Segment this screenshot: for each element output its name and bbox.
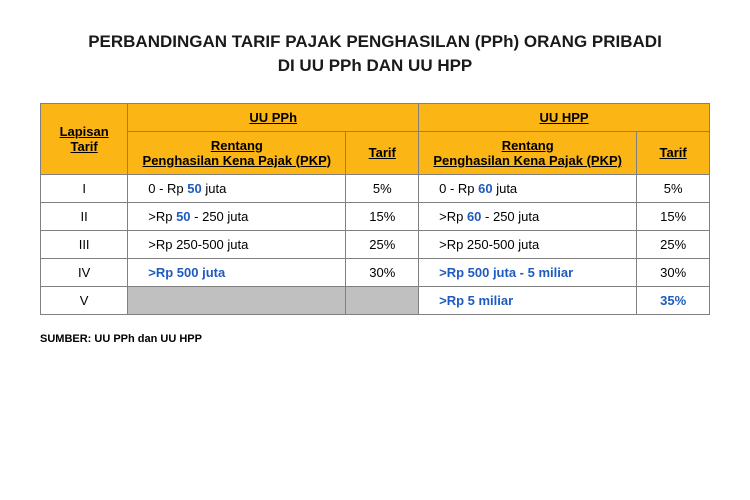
pph-range-cell: >Rp 500 juta (128, 258, 346, 286)
pph-range-cell: >Rp 50 - 250 juta (128, 202, 346, 230)
hpp-range-cell: >Rp 60 - 250 juta (419, 202, 637, 230)
layer-cell: V (41, 286, 128, 314)
header-rentang-hpp: RentangPenghasilan Kena Pajak (PKP) (419, 131, 637, 174)
header-tarif-hpp: Tarif (637, 131, 710, 174)
pph-range-cell: >Rp 250-500 juta (128, 230, 346, 258)
hpp-tarif-cell: 30% (637, 258, 710, 286)
pph-range-cell: 0 - Rp 50 juta (128, 174, 346, 202)
hpp-tarif-cell: 15% (637, 202, 710, 230)
hpp-tarif-cell: 25% (637, 230, 710, 258)
layer-cell: III (41, 230, 128, 258)
pph-tarif-cell: 25% (346, 230, 419, 258)
hpp-tarif-cell: 35% (637, 286, 710, 314)
page-title: PERBANDINGAN TARIF PAJAK PENGHASILAN (PP… (40, 30, 710, 78)
table-row: III>Rp 250-500 juta25%>Rp 250-500 juta25… (41, 230, 710, 258)
hpp-range-cell: >Rp 5 miliar (419, 286, 637, 314)
table-row: V >Rp 5 miliar35% (41, 286, 710, 314)
table-row: II>Rp 50 - 250 juta15%>Rp 60 - 250 juta1… (41, 202, 710, 230)
header-rentang-pph: RentangPenghasilan Kena Pajak (PKP) (128, 131, 346, 174)
layer-cell: I (41, 174, 128, 202)
source-label: SUMBER: UU PPh dan UU HPP (40, 333, 710, 345)
pph-range-cell (128, 286, 346, 314)
hpp-tarif-cell: 5% (637, 174, 710, 202)
hpp-range-cell: 0 - Rp 60 juta (419, 174, 637, 202)
header-lapisan: Lapisan Tarif (41, 103, 128, 174)
comparison-table: Lapisan Tarif UU PPh UU HPP RentangPengh… (40, 103, 710, 315)
header-uu-hpp: UU HPP (419, 103, 710, 131)
hpp-range-cell: >Rp 500 juta - 5 miliar (419, 258, 637, 286)
header-uu-pph: UU PPh (128, 103, 419, 131)
title-line2: DI UU PPh DAN UU HPP (278, 56, 473, 75)
table-body: I0 - Rp 50 juta5%0 - Rp 60 juta5%II>Rp 5… (41, 174, 710, 314)
layer-cell: IV (41, 258, 128, 286)
table-row: I0 - Rp 50 juta5%0 - Rp 60 juta5% (41, 174, 710, 202)
pph-tarif-cell: 30% (346, 258, 419, 286)
hpp-range-cell: >Rp 250-500 juta (419, 230, 637, 258)
table-row: IV>Rp 500 juta30%>Rp 500 juta - 5 miliar… (41, 258, 710, 286)
pph-tarif-cell (346, 286, 419, 314)
title-line1: PERBANDINGAN TARIF PAJAK PENGHASILAN (PP… (88, 32, 662, 51)
pph-tarif-cell: 15% (346, 202, 419, 230)
header-tarif-pph: Tarif (346, 131, 419, 174)
layer-cell: II (41, 202, 128, 230)
pph-tarif-cell: 5% (346, 174, 419, 202)
